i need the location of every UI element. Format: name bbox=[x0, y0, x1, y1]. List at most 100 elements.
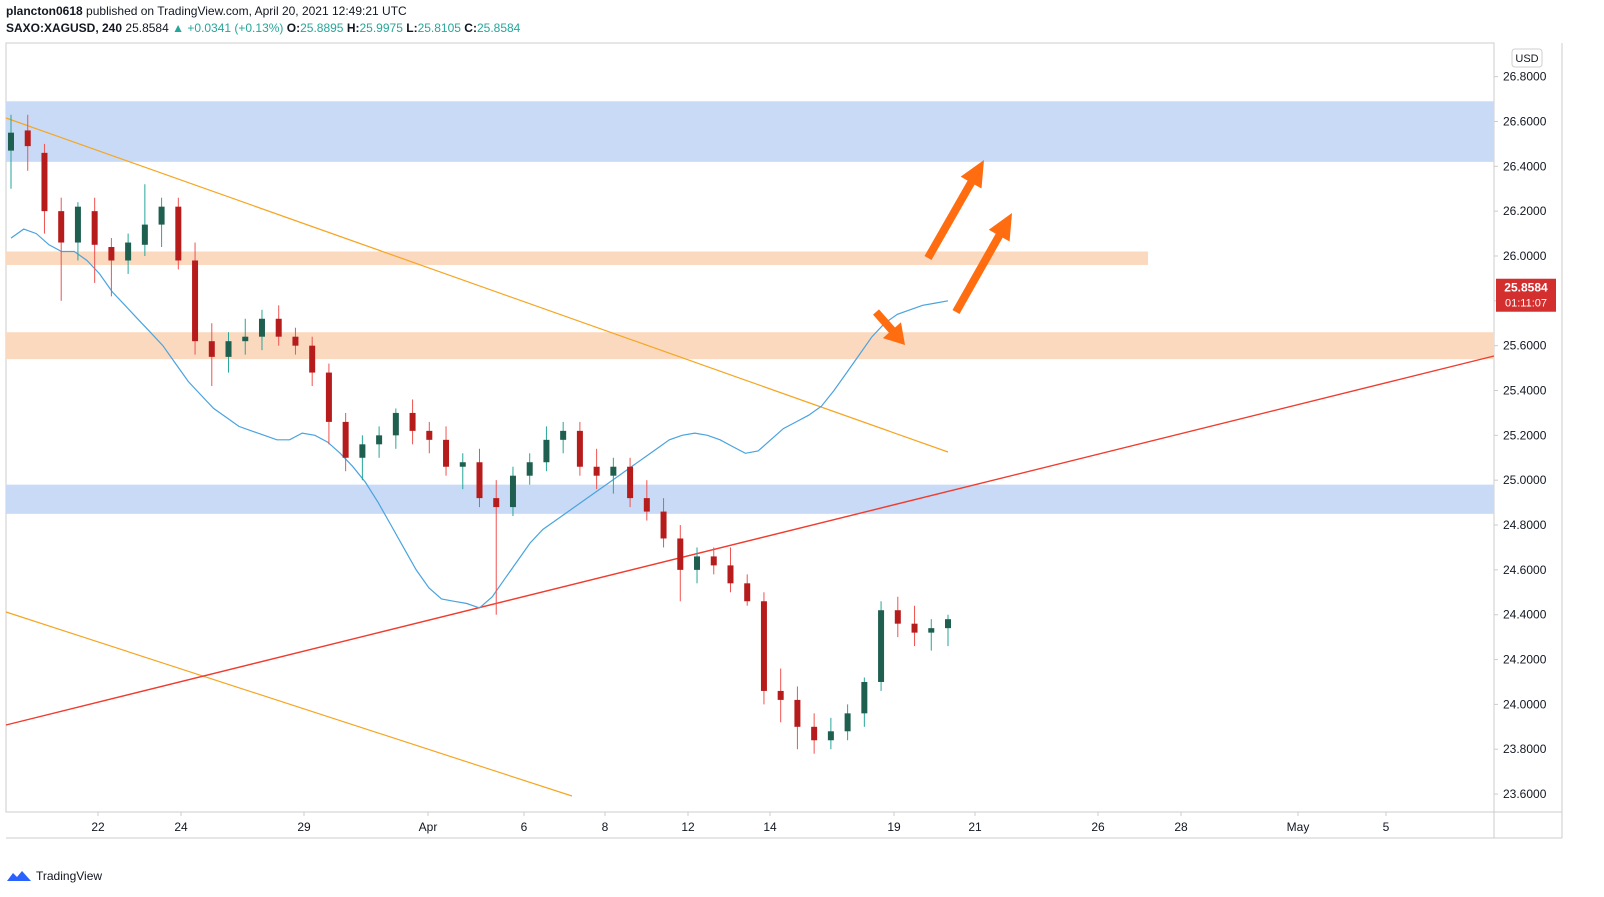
current-price-tag: 25.8584 01:11:07 bbox=[1496, 278, 1556, 312]
candle-body bbox=[827, 731, 834, 741]
arrow-down bbox=[873, 309, 905, 345]
time-tick-label: Apr bbox=[419, 820, 438, 834]
candle-body bbox=[58, 211, 65, 243]
candle-body bbox=[727, 565, 734, 584]
price-tick-label: 25.2000 bbox=[1503, 428, 1547, 442]
price-tick-label: 23.6000 bbox=[1503, 787, 1547, 801]
footer-brand: TradingView bbox=[6, 869, 102, 883]
price-tick-label: 25.0000 bbox=[1503, 473, 1547, 487]
price-tick-label: 24.6000 bbox=[1503, 563, 1547, 577]
candle-body bbox=[476, 462, 483, 499]
symbol-name[interactable]: SAXO:XAGUSD, 240 bbox=[6, 21, 123, 35]
time-tick-label: 29 bbox=[297, 820, 311, 834]
descending-trendline-upper bbox=[5, 117, 949, 453]
currency-box[interactable] bbox=[1511, 48, 1543, 68]
candle-body bbox=[376, 435, 383, 445]
price-axis[interactable]: 26.800026.600026.400026.200026.000025.80… bbox=[1494, 70, 1547, 801]
price-change: ▲ +0.0341 (+0.13%) bbox=[172, 21, 284, 35]
arrows bbox=[873, 160, 1012, 345]
moving-average bbox=[10, 228, 949, 609]
candle-body bbox=[459, 462, 466, 467]
zone-orange-1 bbox=[6, 251, 1148, 265]
candle-body bbox=[158, 206, 165, 225]
descending-trendline-lower bbox=[5, 611, 573, 797]
candle-body bbox=[777, 690, 784, 700]
time-tick-label: May bbox=[1287, 820, 1310, 834]
candle-body bbox=[928, 628, 935, 633]
price-tick-label: 25.4000 bbox=[1503, 384, 1547, 398]
arrow-up-1 bbox=[924, 160, 984, 260]
high-value: 25.9975 bbox=[359, 21, 403, 35]
candle-body bbox=[208, 341, 215, 357]
time-axis[interactable]: 22 24 29 Apr 6 8 12 14 19 21 26 28 May 5 bbox=[91, 812, 1390, 834]
low-value: 25.8105 bbox=[417, 21, 461, 35]
price-tick-label: 26.4000 bbox=[1503, 159, 1547, 173]
candle-body bbox=[526, 462, 533, 476]
candle-body bbox=[141, 224, 148, 245]
candle-body bbox=[175, 206, 182, 261]
candle-body bbox=[292, 336, 299, 346]
candle-body bbox=[593, 466, 600, 476]
author-name[interactable]: plancton0618 bbox=[6, 4, 83, 18]
candle-body bbox=[309, 345, 316, 373]
high-label: H: bbox=[346, 21, 360, 35]
brand-name: TradingView bbox=[36, 869, 103, 883]
time-tick-label: 28 bbox=[1174, 820, 1188, 834]
published-text: published on TradingView.com, April 20, … bbox=[86, 4, 407, 18]
candle-body bbox=[744, 583, 751, 602]
open-label: O: bbox=[286, 21, 301, 35]
time-tick-label: 14 bbox=[763, 820, 777, 834]
zone-orange-2 bbox=[6, 332, 1494, 360]
price-tag-bg bbox=[1496, 278, 1556, 312]
candle-body bbox=[660, 511, 667, 539]
candle-body bbox=[359, 444, 366, 458]
time-tick-label: 22 bbox=[91, 820, 105, 834]
tradingview-logo-icon bbox=[7, 871, 31, 881]
price-tick-label: 26.2000 bbox=[1503, 204, 1547, 218]
candle-body bbox=[242, 336, 249, 342]
close-label: C: bbox=[464, 21, 477, 35]
open-value: 25.8895 bbox=[300, 21, 344, 35]
price-tick-label: 23.8000 bbox=[1503, 742, 1547, 756]
candle-body bbox=[911, 623, 918, 633]
arrow-up-2 bbox=[952, 213, 1012, 314]
candle-body bbox=[91, 211, 98, 245]
candle-body bbox=[894, 610, 901, 624]
candle-body bbox=[8, 132, 14, 151]
ma-line bbox=[10, 228, 949, 609]
candle-body bbox=[426, 430, 433, 440]
candle-body bbox=[560, 430, 567, 440]
candle-body bbox=[643, 498, 650, 512]
time-tick-label: 6 bbox=[521, 820, 528, 834]
candle-body bbox=[342, 421, 349, 458]
price-tick-label: 26.6000 bbox=[1503, 114, 1547, 128]
candle-body bbox=[710, 556, 717, 566]
candle-body bbox=[125, 242, 132, 261]
candle-body bbox=[258, 318, 265, 337]
candle-body bbox=[325, 372, 332, 422]
low-label: L: bbox=[406, 21, 418, 35]
candle-body bbox=[41, 152, 48, 212]
price-tag-value: 25.8584 bbox=[1504, 281, 1548, 295]
candle-body bbox=[24, 130, 31, 147]
time-tick-label: 26 bbox=[1091, 820, 1105, 834]
last-price: 25.8584 bbox=[125, 21, 169, 35]
price-tick-label: 24.8000 bbox=[1503, 518, 1547, 532]
time-tick-label: 5 bbox=[1383, 820, 1390, 834]
candle-body bbox=[192, 260, 199, 342]
candle-body bbox=[543, 439, 550, 463]
trendlines bbox=[5, 117, 1495, 797]
candle-body bbox=[509, 475, 516, 508]
candle-body bbox=[694, 556, 701, 570]
price-tick-label: 24.4000 bbox=[1503, 608, 1547, 622]
candle-body bbox=[74, 206, 81, 243]
price-tick-label: 26.0000 bbox=[1503, 249, 1547, 263]
price-tag-countdown: 01:11:07 bbox=[1505, 298, 1547, 310]
price-tick-label: 24.2000 bbox=[1503, 653, 1547, 667]
candle-body bbox=[493, 498, 500, 508]
candle-body bbox=[392, 412, 399, 436]
candle-body bbox=[811, 726, 818, 741]
candle-body bbox=[794, 699, 801, 727]
price-tick-label: 25.6000 bbox=[1503, 339, 1547, 353]
